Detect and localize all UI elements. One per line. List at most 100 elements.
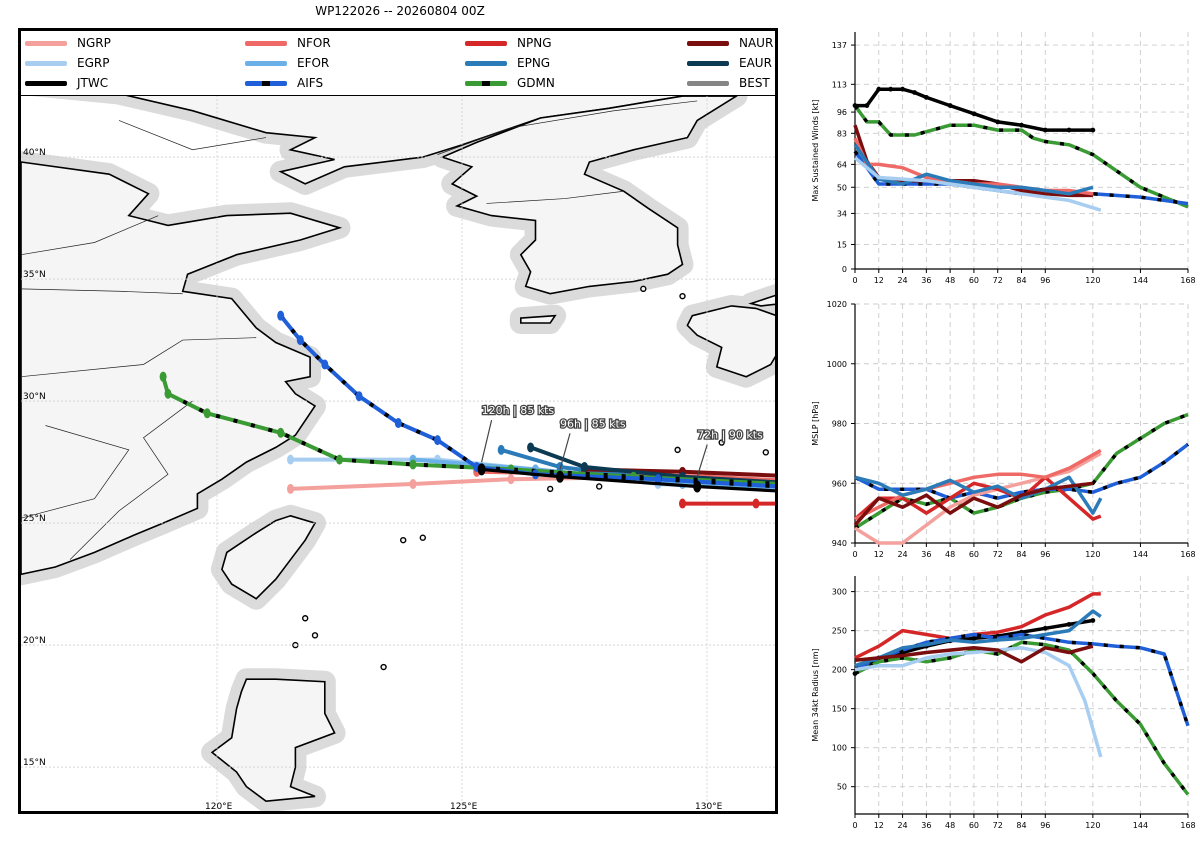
series-point	[971, 111, 977, 117]
x-tick-label: 144	[1133, 821, 1148, 830]
series-naur	[854, 644, 1094, 664]
land-taiwan	[221, 514, 317, 600]
lat-label: 15°N	[23, 758, 46, 768]
track-dash-aifs	[279, 314, 775, 489]
legend-label: EAUR	[739, 56, 772, 70]
legend-swatch	[25, 80, 67, 86]
x-tick-label: 168	[1180, 276, 1195, 285]
track-point	[159, 371, 167, 382]
legend-swatch	[687, 60, 729, 66]
series-point	[1042, 127, 1048, 133]
x-tick-label: 24	[897, 276, 907, 285]
series-dash-gdmn	[854, 412, 1189, 530]
lat-label: 20°N	[23, 636, 46, 646]
legend-label: NGRP	[77, 36, 111, 50]
x-tick-label: 12	[874, 550, 884, 559]
series-point	[1019, 122, 1024, 128]
track-point	[355, 391, 363, 402]
legend-label: AIFS	[297, 76, 324, 90]
series-point	[888, 86, 894, 92]
x-tick-label: 72	[993, 276, 1003, 285]
legend-entry-nfor: NFOR	[245, 35, 331, 51]
land-kyushu	[686, 305, 775, 378]
border-line	[21, 288, 183, 295]
track-point	[477, 463, 486, 476]
legend-entry-eaur: EAUR	[687, 55, 772, 71]
y-tick-label: 200	[832, 666, 847, 675]
y-tick-label: 0	[842, 265, 847, 274]
island	[419, 534, 426, 541]
island	[762, 449, 769, 456]
series-point	[947, 103, 953, 108]
y-tick-label: 1020	[827, 300, 847, 309]
track-point	[556, 470, 564, 483]
track-point	[277, 427, 285, 438]
x-tick-label: 0	[852, 550, 857, 559]
x-tick-label: 84	[1016, 276, 1026, 285]
border-line	[486, 190, 624, 204]
series-egrp	[853, 156, 1102, 212]
y-tick-label: 1000	[827, 360, 847, 369]
mslp-panel: 940 960 980 1000 1020 0 12 24 36 48 60 72 84 96 120 144…	[811, 300, 1196, 559]
x-tick-label: 12	[874, 276, 884, 285]
island	[718, 439, 725, 446]
y-tick-label: 250	[832, 627, 847, 636]
border-line	[437, 100, 698, 155]
x-tick-label: 36	[921, 550, 931, 559]
lon-label: 130°E	[695, 802, 723, 811]
border-line	[21, 337, 257, 378]
series-egrp	[854, 646, 1103, 758]
x-tick-label: 72	[993, 550, 1003, 559]
x-tick-label: 96	[1040, 821, 1050, 830]
land-honshu	[748, 294, 775, 307]
legend-swatch	[245, 60, 287, 66]
legend-label: NPNG	[517, 36, 552, 50]
y-tick-label: 113	[832, 80, 847, 89]
y-tick-label: 137	[832, 41, 847, 50]
lat-label: 25°N	[23, 514, 46, 524]
y-axis-label: Mean 34kt Radius [nm]	[811, 648, 820, 741]
label-leader	[559, 433, 571, 470]
track-point	[693, 480, 702, 493]
island	[640, 285, 647, 293]
x-tick-label: 144	[1133, 276, 1148, 285]
track-label: 96h | 85 kts	[560, 417, 626, 430]
track-point	[321, 359, 329, 370]
label-leader	[696, 444, 708, 477]
y-tick-label: 100	[832, 744, 847, 753]
x-tick-label: 24	[897, 550, 907, 559]
legend-swatch	[687, 40, 729, 46]
y-tick-label: 300	[832, 588, 847, 597]
series-gdmn	[854, 640, 1190, 796]
x-tick-label: 48	[945, 821, 955, 830]
series-point	[1090, 618, 1096, 623]
legend-label: BEST	[739, 76, 770, 90]
legend-label: EPNG	[517, 56, 551, 70]
x-tick-label: 84	[1016, 821, 1026, 830]
land-korea	[440, 95, 740, 295]
island	[302, 615, 309, 622]
x-tick-label: 24	[897, 821, 907, 830]
track-point	[164, 388, 172, 399]
series-point	[923, 94, 929, 100]
track-map: NGRP NFOR NPNG NAUR EGRP EFOR EPNG EAUR JTWC AIFS…	[18, 28, 778, 814]
series-naur	[853, 481, 1094, 527]
track-point	[203, 408, 211, 419]
x-tick-label: 144	[1133, 550, 1148, 559]
series-point	[912, 90, 917, 95]
island	[547, 485, 554, 493]
track-point	[394, 418, 402, 429]
y-tick-label: 15	[837, 240, 847, 249]
track-point	[277, 310, 285, 321]
x-tick-label: 84	[1016, 550, 1026, 559]
land-luzon	[210, 678, 336, 803]
lat-label: 30°N	[23, 392, 46, 402]
land-china-coast	[21, 161, 343, 576]
x-tick-label: 0	[852, 276, 857, 285]
intensity-panel: 0 15 34 50 64 83 96 113 137 0 12 24 36 48 60 72 84 96 120 1…	[811, 32, 1196, 285]
track-point	[287, 454, 294, 465]
legend: NGRP NFOR NPNG NAUR EGRP EFOR EPNG EAUR JTWC AIFS…	[21, 31, 775, 96]
radius-panel: 50 100 150 200 250 300 0 12 24 36 48 60 72 84 96 120 144…	[811, 576, 1196, 830]
land-jeju	[519, 314, 557, 324]
legend-swatch	[25, 60, 67, 66]
